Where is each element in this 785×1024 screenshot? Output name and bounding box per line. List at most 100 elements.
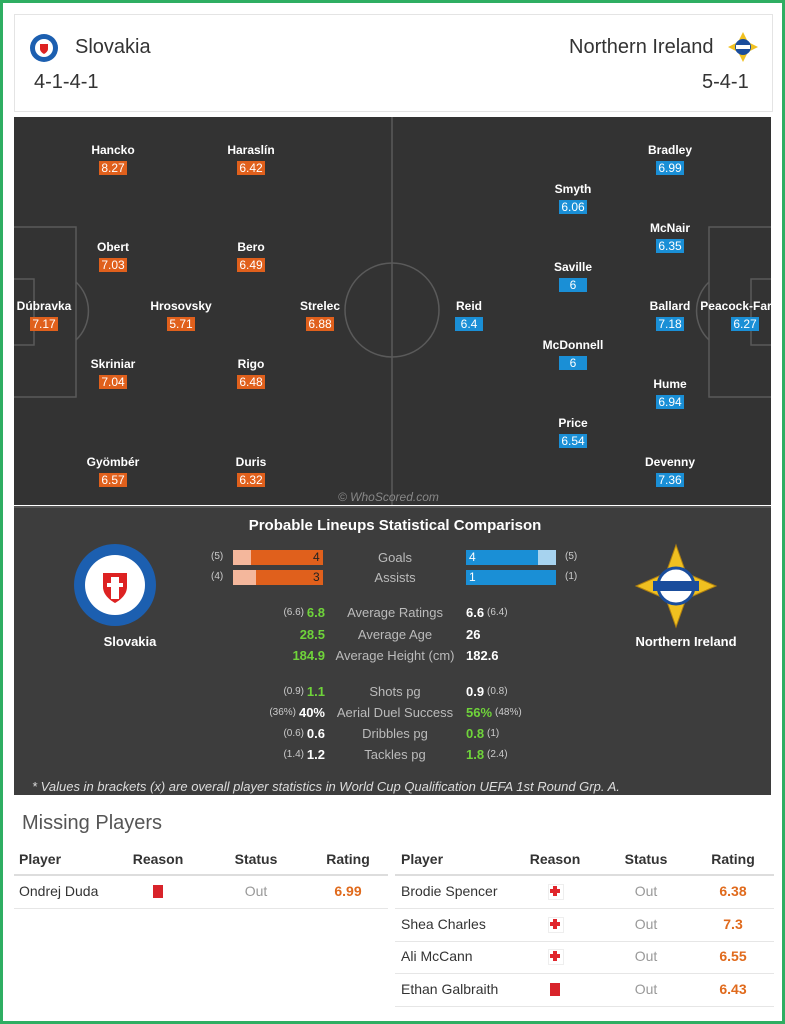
player-rating: 6 <box>559 278 587 292</box>
away-value: 0.8 <box>466 726 485 741</box>
overall-label: (0.9) <box>283 686 304 697</box>
player-rating: 6.99 <box>656 161 684 175</box>
row-rule <box>395 973 774 974</box>
bar-value: 3 <box>313 570 320 584</box>
home-value: 1.1 <box>306 684 325 699</box>
rating: 7.3 <box>723 915 743 932</box>
red-card-icon <box>550 982 560 996</box>
player-rating: 5.71 <box>167 317 195 331</box>
pitch-lines <box>14 117 771 505</box>
column-header: Status <box>234 851 278 867</box>
player-rating: 6.88 <box>306 317 334 331</box>
player-name: Obert <box>96 240 130 254</box>
player-rating: 7.18 <box>656 317 684 331</box>
player-name: Ali McCann <box>401 948 473 964</box>
away-logo <box>634 543 718 629</box>
stat-label: Average Height (cm) <box>335 648 455 663</box>
overall-label: (48%) <box>495 707 522 718</box>
player-name: Haraslín <box>227 143 275 157</box>
column-header: Player <box>19 851 62 867</box>
header-rule <box>14 874 388 876</box>
home-value: 28.5 <box>299 627 325 642</box>
player-name: Ethan Galbraith <box>401 980 499 997</box>
status: Out <box>634 883 658 899</box>
row-rule <box>395 908 774 909</box>
divider <box>14 506 771 508</box>
player-rating: 6.54 <box>559 434 587 448</box>
pitch <box>14 117 771 505</box>
player-name: Rigo <box>237 357 265 371</box>
rating: 6.43 <box>719 980 747 997</box>
player-name: Skriniar <box>90 357 136 371</box>
player-name: Price <box>558 416 588 430</box>
player-name: Hrosovsky <box>150 299 212 313</box>
team-name: Slovakia <box>75 36 151 58</box>
player-name: Shea Charles <box>401 915 486 932</box>
team-name: Northern Ireland <box>635 634 737 649</box>
rating: 6.38 <box>719 883 747 899</box>
comparison-title: Probable Lineups Statistical Comparison <box>248 517 542 534</box>
player-name: Ondrej Duda <box>19 883 99 899</box>
away-logo-small <box>728 32 758 62</box>
player-rating: 7.03 <box>99 258 127 272</box>
player-name: Hancko <box>91 143 135 157</box>
player-name: Gyömbér <box>86 455 140 469</box>
player-name: McDonnell <box>542 338 604 352</box>
stat-label: Assists <box>374 570 416 585</box>
overall-label: (5) <box>565 551 578 562</box>
stat-label: Tackles pg <box>364 747 426 762</box>
player-rating: 7.36 <box>656 473 684 487</box>
player-name: Brodie Spencer <box>401 883 498 899</box>
player-name: Bero <box>237 240 265 254</box>
overall-label: (1) <box>487 728 500 739</box>
header-box <box>14 14 773 112</box>
injury-cross <box>553 951 557 961</box>
row-rule <box>395 1005 774 1007</box>
home-logo <box>74 544 156 626</box>
overall-label: (4) <box>211 571 224 582</box>
player-name: Smyth <box>554 182 592 196</box>
column-header: Status <box>624 851 668 867</box>
injury-cross <box>553 886 557 896</box>
player-rating: 6.42 <box>237 161 265 175</box>
home-value: 6.8 <box>306 605 325 620</box>
home-value: 184.9 <box>292 648 325 663</box>
status: Out <box>244 883 268 899</box>
overall-label: (1) <box>565 571 578 582</box>
player-name: Bradley <box>647 143 693 157</box>
status: Out <box>634 980 658 997</box>
player-name: Ballard <box>649 299 691 313</box>
player-rating: 6.35 <box>656 239 684 253</box>
away-value: 56% <box>466 705 493 720</box>
player-rating: 8.27 <box>99 161 127 175</box>
home-value: 0.6 <box>306 726 325 741</box>
player-rating: 6 <box>559 356 587 370</box>
team-name: Northern Ireland <box>569 36 714 58</box>
home-logo-small <box>30 34 58 62</box>
status: Out <box>634 948 658 964</box>
stat-label: Shots pg <box>369 684 421 699</box>
column-header: Rating <box>326 851 370 867</box>
stat-label: Average Age <box>357 627 433 642</box>
overall-label: (6.4) <box>487 607 508 618</box>
overall-label: (1.4) <box>283 749 304 760</box>
stat-label: Goals <box>378 550 412 565</box>
value-bar <box>251 550 323 565</box>
formation: 4-1-4-1 <box>34 71 99 93</box>
column-header: Player <box>401 851 444 867</box>
player-rating: 6.49 <box>237 258 265 272</box>
value-bar <box>466 570 556 585</box>
bar-value: 1 <box>469 570 476 584</box>
bar-value: 4 <box>469 550 476 564</box>
overall-label: (0.6) <box>283 728 304 739</box>
away-value: 182.6 <box>466 648 499 663</box>
overall-label: (6.6) <box>283 607 304 618</box>
away-value: 0.9 <box>466 684 485 699</box>
player-rating: 6.27 <box>731 317 759 331</box>
stat-label: Average Ratings <box>347 605 443 620</box>
stat-label: Dribbles pg <box>362 726 428 741</box>
player-name: Devenny <box>644 455 696 469</box>
section-title: Missing Players <box>22 812 163 834</box>
team-name: Slovakia <box>103 634 157 649</box>
player-rating: 7.04 <box>99 375 127 389</box>
